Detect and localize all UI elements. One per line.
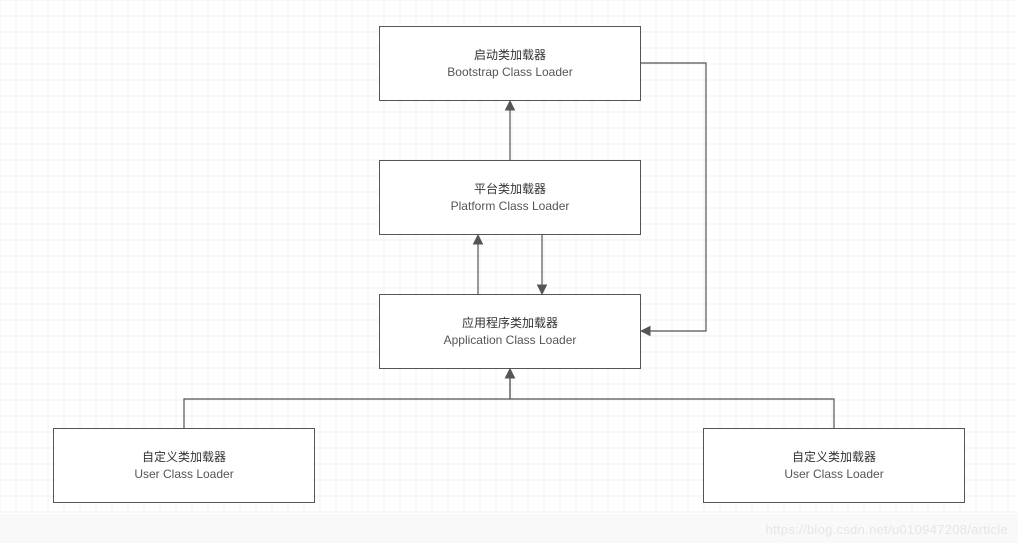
node-subtitle: Bootstrap Class Loader bbox=[447, 64, 572, 80]
node-bootstrap-class-loader: 启动类加载器 Bootstrap Class Loader bbox=[379, 26, 641, 101]
edge-userright-to-app bbox=[510, 369, 834, 428]
diagram-canvas: 启动类加载器 Bootstrap Class Loader 平台类加载器 Pla… bbox=[0, 0, 1018, 543]
node-title: 应用程序类加载器 bbox=[462, 315, 558, 331]
node-user-class-loader-right: 自定义类加载器 User Class Loader bbox=[703, 428, 965, 503]
node-title: 自定义类加载器 bbox=[792, 449, 876, 465]
node-title: 平台类加载器 bbox=[474, 181, 546, 197]
edge-userleft-to-app bbox=[184, 369, 510, 428]
node-platform-class-loader: 平台类加载器 Platform Class Loader bbox=[379, 160, 641, 235]
node-title: 启动类加载器 bbox=[474, 47, 546, 63]
node-subtitle: User Class Loader bbox=[784, 466, 883, 482]
bottom-strip bbox=[0, 514, 1018, 543]
edge-bootstrap-to-app-right bbox=[641, 63, 706, 331]
node-user-class-loader-left: 自定义类加载器 User Class Loader bbox=[53, 428, 315, 503]
node-title: 自定义类加载器 bbox=[142, 449, 226, 465]
node-application-class-loader: 应用程序类加载器 Application Class Loader bbox=[379, 294, 641, 369]
node-subtitle: Application Class Loader bbox=[444, 332, 577, 348]
node-subtitle: User Class Loader bbox=[134, 466, 233, 482]
node-subtitle: Platform Class Loader bbox=[451, 198, 570, 214]
